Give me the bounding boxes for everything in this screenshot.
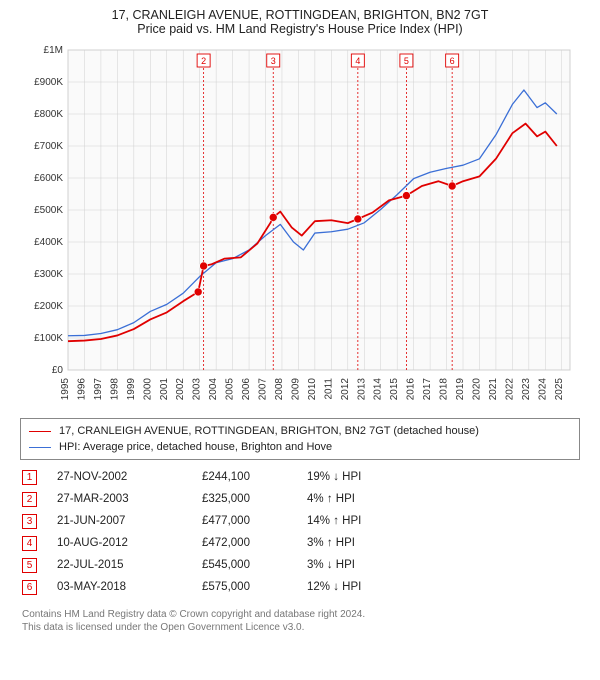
svg-text:1998: 1998 (109, 378, 120, 401)
svg-text:1995: 1995 (60, 378, 71, 401)
svg-text:1996: 1996 (76, 378, 87, 401)
transaction-row: 5 22-JUL-2015£545,0003% ↓ HPI (22, 554, 578, 576)
transaction-diff: 19% ↓ HPI (307, 471, 427, 483)
legend-swatch-subject (29, 431, 51, 432)
legend: 17, CRANLEIGH AVENUE, ROTTINGDEAN, BRIGH… (20, 418, 580, 460)
legend-item-subject: 17, CRANLEIGH AVENUE, ROTTINGDEAN, BRIGH… (29, 423, 571, 439)
transaction-diff: 3% ↓ HPI (307, 559, 427, 571)
transaction-date: 27-NOV-2002 (57, 471, 202, 483)
transaction-marker-6: 6 (22, 580, 37, 595)
page-title-address: 17, CRANLEIGH AVENUE, ROTTINGDEAN, BRIGH… (18, 8, 582, 22)
transaction-date: 10-AUG-2012 (57, 537, 202, 549)
svg-text:£400K: £400K (34, 237, 63, 248)
transaction-date: 27-MAR-2003 (57, 493, 202, 505)
svg-text:2018: 2018 (439, 378, 450, 401)
svg-text:2010: 2010 (307, 378, 318, 401)
svg-text:2002: 2002 (175, 378, 186, 401)
svg-text:2007: 2007 (258, 378, 269, 401)
transaction-row: 1 27-NOV-2002£244,10019% ↓ HPI (22, 466, 578, 488)
svg-text:£100K: £100K (34, 333, 63, 344)
transaction-diff: 3% ↑ HPI (307, 537, 427, 549)
svg-text:£800K: £800K (34, 109, 63, 120)
transaction-date: 03-MAY-2018 (57, 581, 202, 593)
transaction-price: £472,000 (202, 537, 307, 549)
transaction-price: £545,000 (202, 559, 307, 571)
svg-text:2024: 2024 (537, 378, 548, 401)
transaction-marker-5: 5 (22, 558, 37, 573)
legend-swatch-hpi (29, 447, 51, 448)
legend-label-hpi: HPI: Average price, detached house, Brig… (59, 439, 332, 455)
svg-text:2003: 2003 (192, 378, 203, 401)
transactions-table: 1 27-NOV-2002£244,10019% ↓ HPI 2 27-MAR-200… (22, 466, 578, 598)
transaction-row: 6 03-MAY-2018£575,00012% ↓ HPI (22, 576, 578, 598)
transaction-price: £244,100 (202, 471, 307, 483)
transaction-row: 3 21-JUN-2007£477,00014% ↑ HPI (22, 510, 578, 532)
transaction-marker-2: 2 (22, 492, 37, 507)
svg-text:2023: 2023 (521, 378, 532, 401)
svg-text:2006: 2006 (241, 378, 252, 401)
transaction-date: 21-JUN-2007 (57, 515, 202, 527)
svg-text:1999: 1999 (126, 378, 137, 401)
transaction-marker-3: 3 (22, 514, 37, 529)
transaction-diff: 14% ↑ HPI (307, 515, 427, 527)
transaction-marker-1: 1 (22, 470, 37, 485)
svg-text:2005: 2005 (225, 378, 236, 401)
transaction-price: £325,000 (202, 493, 307, 505)
legend-label-subject: 17, CRANLEIGH AVENUE, ROTTINGDEAN, BRIGH… (59, 423, 479, 439)
footer-line1: Contains HM Land Registry data © Crown c… (22, 608, 578, 621)
legend-item-hpi: HPI: Average price, detached house, Brig… (29, 439, 571, 455)
svg-text:2013: 2013 (356, 378, 367, 401)
svg-text:4: 4 (355, 56, 360, 66)
transaction-price: £477,000 (202, 515, 307, 527)
footer-line2: This data is licensed under the Open Gov… (22, 621, 578, 634)
svg-text:2017: 2017 (422, 378, 433, 401)
svg-text:2012: 2012 (340, 378, 351, 401)
svg-text:2019: 2019 (455, 378, 466, 401)
svg-text:£700K: £700K (34, 141, 63, 152)
svg-text:6: 6 (450, 56, 455, 66)
svg-text:2001: 2001 (159, 378, 170, 401)
svg-text:2000: 2000 (142, 378, 153, 401)
svg-text:2008: 2008 (274, 378, 285, 401)
footer: Contains HM Land Registry data © Crown c… (22, 608, 578, 634)
svg-text:£200K: £200K (34, 301, 63, 312)
svg-text:2016: 2016 (406, 378, 417, 401)
transaction-row: 2 27-MAR-2003£325,0004% ↑ HPI (22, 488, 578, 510)
svg-text:1997: 1997 (93, 378, 104, 401)
price-chart: £0 £100K £200K £300K £400K £500K £600K £700K £80… (20, 40, 580, 410)
svg-text:£300K: £300K (34, 269, 63, 280)
svg-text:£1M: £1M (44, 45, 63, 56)
transaction-diff: 12% ↓ HPI (307, 581, 427, 593)
svg-text:3: 3 (271, 56, 276, 66)
transaction-row: 4 10-AUG-2012£472,0003% ↑ HPI (22, 532, 578, 554)
svg-text:2014: 2014 (373, 378, 384, 401)
svg-text:2009: 2009 (290, 378, 301, 401)
transaction-price: £575,000 (202, 581, 307, 593)
svg-text:£900K: £900K (34, 77, 63, 88)
svg-text:2: 2 (201, 56, 206, 66)
svg-text:2015: 2015 (389, 378, 400, 401)
svg-text:£500K: £500K (34, 205, 63, 216)
page-title-sub: Price paid vs. HM Land Registry's House … (18, 22, 582, 36)
svg-text:£600K: £600K (34, 173, 63, 184)
svg-text:5: 5 (404, 56, 409, 66)
svg-text:2011: 2011 (323, 378, 334, 400)
svg-text:2020: 2020 (471, 378, 482, 401)
svg-text:2004: 2004 (208, 378, 219, 401)
svg-text:2021: 2021 (488, 378, 499, 401)
transaction-marker-4: 4 (22, 536, 37, 551)
transaction-date: 22-JUL-2015 (57, 559, 202, 571)
svg-text:£0: £0 (52, 365, 64, 376)
transaction-diff: 4% ↑ HPI (307, 493, 427, 505)
svg-text:2025: 2025 (554, 378, 565, 401)
svg-text:2022: 2022 (504, 378, 515, 401)
